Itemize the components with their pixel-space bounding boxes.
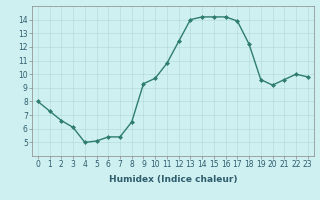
X-axis label: Humidex (Indice chaleur): Humidex (Indice chaleur) [108, 175, 237, 184]
